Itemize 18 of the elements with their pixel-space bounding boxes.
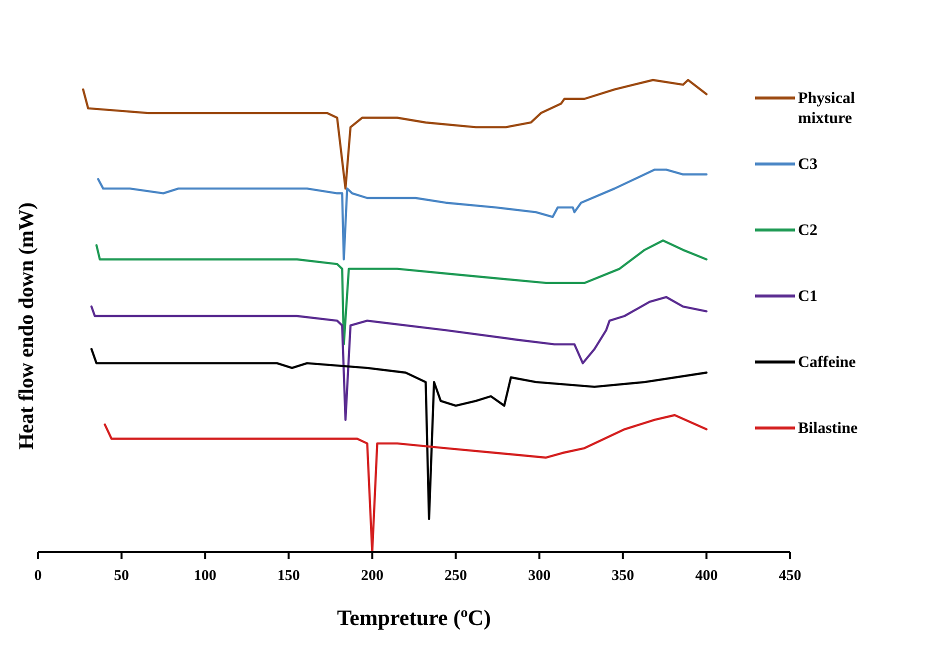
legend-label: Caffeine <box>798 354 856 371</box>
legend-label: Physical mixture <box>798 90 856 127</box>
legend-label: C2 <box>798 222 818 239</box>
x-tick-label: 50 <box>114 568 130 584</box>
legend-label: Bilastine <box>798 420 858 437</box>
legend-label: C1 <box>798 288 818 305</box>
y-axis-title: Heat flow endo down (mW) <box>14 202 38 450</box>
x-tick-label: 400 <box>695 568 718 584</box>
x-tick-label: 350 <box>612 568 634 584</box>
x-tick-label: 250 <box>444 568 468 584</box>
x-tick-label: 450 <box>778 568 802 584</box>
x-tick-label: 300 <box>528 568 551 584</box>
legend-label: C3 <box>798 156 818 173</box>
x-axis-title: Tempreture ($^{o}$C) <box>336 605 492 630</box>
x-tick-label: 100 <box>194 568 216 584</box>
x-tick-label: 200 <box>360 568 384 584</box>
x-tick-label: 150 <box>277 568 300 584</box>
x-tick-label: 0 <box>34 568 42 584</box>
